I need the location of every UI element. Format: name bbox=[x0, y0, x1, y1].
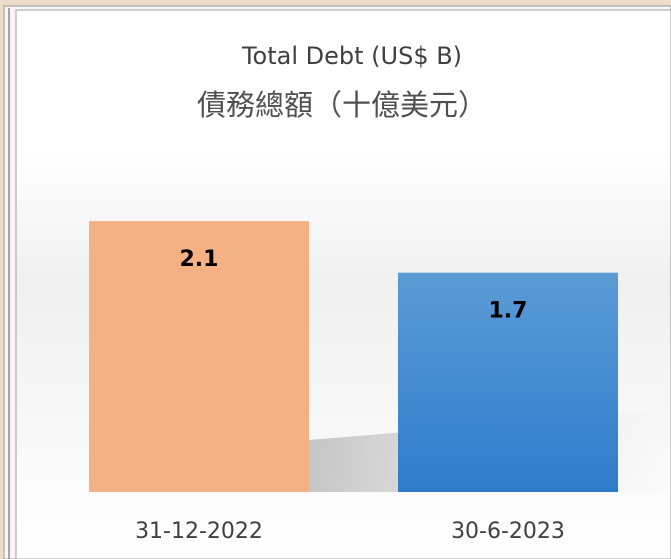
bar bbox=[398, 272, 618, 492]
data-label: 2.1 bbox=[180, 247, 219, 272]
x-tick-label: 30-6-2023 bbox=[451, 519, 565, 544]
chart-subtitle: 債務總額（十億美元） bbox=[197, 88, 487, 122]
bar bbox=[89, 221, 309, 492]
x-tick-label: 31-12-2022 bbox=[135, 519, 263, 544]
chart-title: Total Debt (US$ B) bbox=[241, 42, 462, 70]
data-label: 1.7 bbox=[489, 299, 528, 324]
